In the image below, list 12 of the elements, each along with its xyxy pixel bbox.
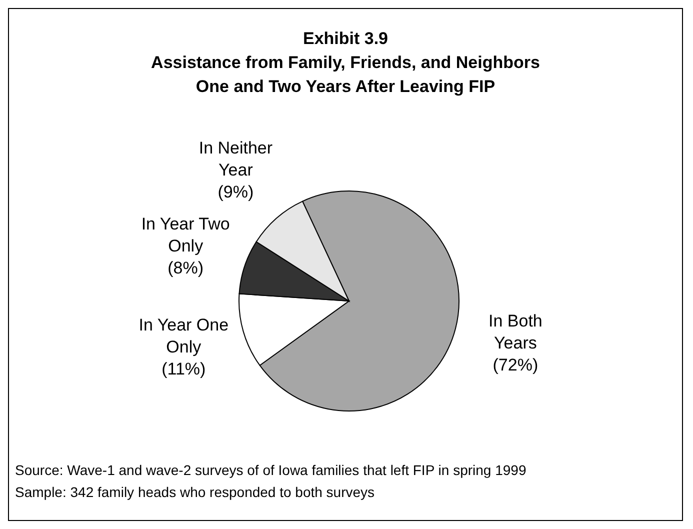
text: Sample: 342 family heads who responded to both surveys bbox=[15, 483, 376, 502]
chart-subtitle: Assistance from Family, Friends, and Neighbors One and Two Years After Leaving FIP bbox=[150, 52, 541, 98]
chart-title: Exhibit 3.9 bbox=[302, 28, 390, 50]
slice-label: In Both Years bbox=[488, 312, 542, 353]
data-label: (11%) bbox=[162, 360, 206, 379]
slice-label: In Year One Only bbox=[138, 316, 229, 357]
slice-label: In Neither Year bbox=[198, 139, 273, 180]
data-label: (72%) bbox=[492, 356, 538, 375]
slice-label: In Year Two Only bbox=[141, 214, 230, 256]
data-label: (9%) bbox=[218, 183, 254, 202]
source-note: Source: Wave-1 and wave-2 surveys of of Iowa families that left FIP in spring 1999 bbox=[15, 461, 526, 480]
data-label: (8%) bbox=[168, 258, 204, 278]
